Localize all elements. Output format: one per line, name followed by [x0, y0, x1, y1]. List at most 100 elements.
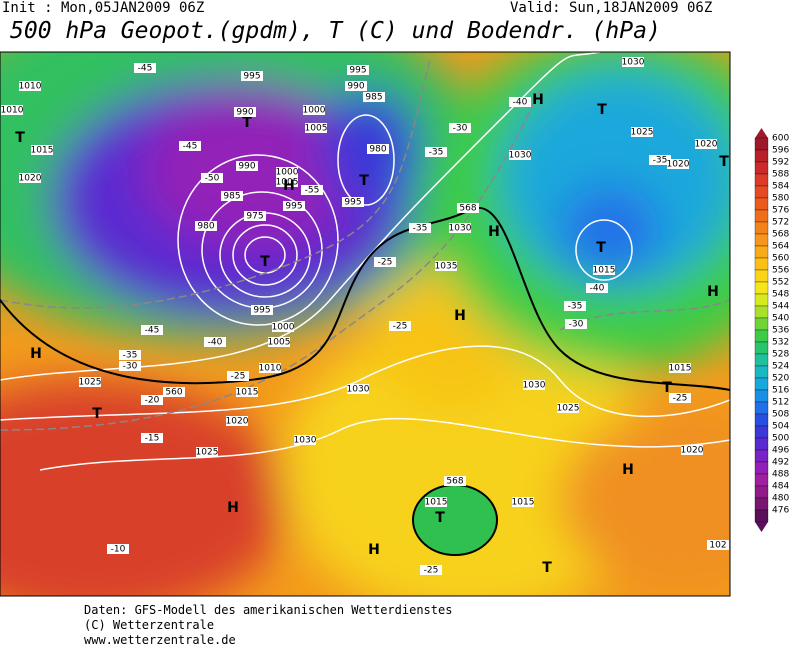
- legend-label: 536: [772, 326, 789, 336]
- pressure-center: T: [596, 240, 606, 256]
- legend-swatch: [754, 473, 769, 487]
- legend-label: 588: [772, 170, 789, 180]
- contour-label: 1010: [1, 106, 24, 116]
- footer: Daten: GFS-Modell des amerikanischen Wet…: [84, 603, 452, 648]
- contour-label: -25: [231, 372, 246, 382]
- legend-swatch: [754, 425, 769, 439]
- label-bg: [195, 221, 217, 231]
- contour-label: 560: [165, 388, 182, 398]
- label-bg: [163, 387, 185, 397]
- contour-label: 980: [197, 222, 214, 232]
- label-bg: [141, 325, 163, 335]
- label-bg: [272, 322, 294, 332]
- pressure-center: T: [359, 173, 369, 189]
- contour-label: 1020: [695, 140, 718, 150]
- contour-label: 1020: [19, 174, 42, 184]
- label-bg: [363, 92, 385, 102]
- contour-label: -35: [568, 302, 583, 312]
- contour-label: 1020: [667, 160, 690, 170]
- contour-label: 568: [446, 477, 463, 487]
- label-bg: [622, 57, 644, 67]
- map-area: 10101010T10151020-45995995990985T1000100…: [0, 52, 730, 596]
- contour-label: 990: [236, 108, 253, 118]
- contour-label: 1000: [272, 323, 295, 333]
- legend-swatch: [754, 377, 769, 391]
- legend-swatch: [754, 485, 769, 499]
- contour-label: -30: [453, 124, 468, 134]
- contour-label: -30: [123, 362, 138, 372]
- map-title: 500 hPa Geopot.(gpdm), T (C) und Bodendr…: [10, 18, 661, 44]
- legend-label: 596: [772, 146, 789, 156]
- contour-label: 995: [285, 202, 302, 212]
- contour-label: 1015: [31, 146, 54, 156]
- pressure-center: H: [622, 462, 634, 478]
- label-bg: [409, 223, 431, 233]
- label-bg: [134, 63, 156, 73]
- legend-swatch: [754, 137, 769, 151]
- legend-swatch: [754, 317, 769, 331]
- pressure-center: H: [707, 284, 719, 300]
- pressure-center: T: [92, 406, 102, 422]
- legend-label: 564: [772, 242, 789, 252]
- contour-label: -25: [424, 566, 439, 576]
- contour-label: 1025: [79, 378, 102, 388]
- label-bg: [226, 416, 248, 426]
- contour-label: -35: [123, 351, 138, 361]
- contour-label: 995: [344, 198, 361, 208]
- contour-label: -40: [513, 98, 528, 108]
- legend-label: 476: [772, 506, 789, 516]
- label-bg: [420, 565, 442, 575]
- footer-line: www.wetterzentrale.de: [84, 633, 236, 647]
- contour-label: 1025: [557, 404, 580, 414]
- contour-label: -20: [145, 396, 160, 406]
- legend-swatch: [754, 185, 769, 199]
- contour-label: -40: [208, 338, 223, 348]
- label-bg: [695, 139, 717, 149]
- label-bg: [367, 144, 389, 154]
- legend-label: 572: [772, 218, 789, 228]
- legend-label: 580: [772, 194, 789, 204]
- contour-label: -15: [145, 434, 160, 444]
- legend-swatch: [754, 353, 769, 367]
- contour-label: 1020: [226, 417, 249, 427]
- contour-label: 1030: [294, 436, 317, 446]
- label-bg: [669, 363, 691, 373]
- contour-label: 102: [709, 541, 726, 551]
- label-bg: [593, 265, 615, 275]
- label-bg: [425, 147, 447, 157]
- label-bg: [681, 445, 703, 455]
- init-time: Init : Mon,05JAN2009 06Z: [2, 0, 205, 16]
- label-bg: [227, 371, 249, 381]
- legend-swatch: [754, 365, 769, 379]
- contour-label: 1015: [512, 498, 535, 508]
- legend-swatch: [754, 269, 769, 283]
- label-bg: [141, 395, 163, 405]
- label-bg: [196, 447, 218, 457]
- legend-swatch: [754, 197, 769, 211]
- label-bg: [201, 173, 223, 183]
- label-bg: [31, 145, 53, 155]
- contour-label: 975: [246, 212, 263, 222]
- pressure-center: T: [435, 510, 445, 526]
- contour-label: 995: [253, 306, 270, 316]
- legend-label: 600: [772, 134, 789, 144]
- legend-label: 504: [772, 422, 789, 432]
- contour-label: 995: [349, 66, 366, 76]
- label-bg: [303, 105, 325, 115]
- label-bg: [221, 191, 243, 201]
- contour-label: 1030: [449, 224, 472, 234]
- label-bg: [276, 167, 298, 177]
- label-bg: [435, 261, 457, 271]
- pressure-center: H: [368, 542, 380, 558]
- contour-label: 1025: [631, 128, 654, 138]
- pressure-center: H: [283, 178, 295, 194]
- legend-label: 568: [772, 230, 789, 240]
- contour-label: -45: [138, 64, 153, 74]
- contour-label: -45: [183, 142, 198, 152]
- legend-label: 560: [772, 254, 789, 264]
- legend-label: 496: [772, 446, 789, 456]
- label-bg: [283, 201, 305, 211]
- legend-label: 548: [772, 290, 789, 300]
- label-bg: [236, 161, 258, 171]
- label-bg: [305, 123, 327, 133]
